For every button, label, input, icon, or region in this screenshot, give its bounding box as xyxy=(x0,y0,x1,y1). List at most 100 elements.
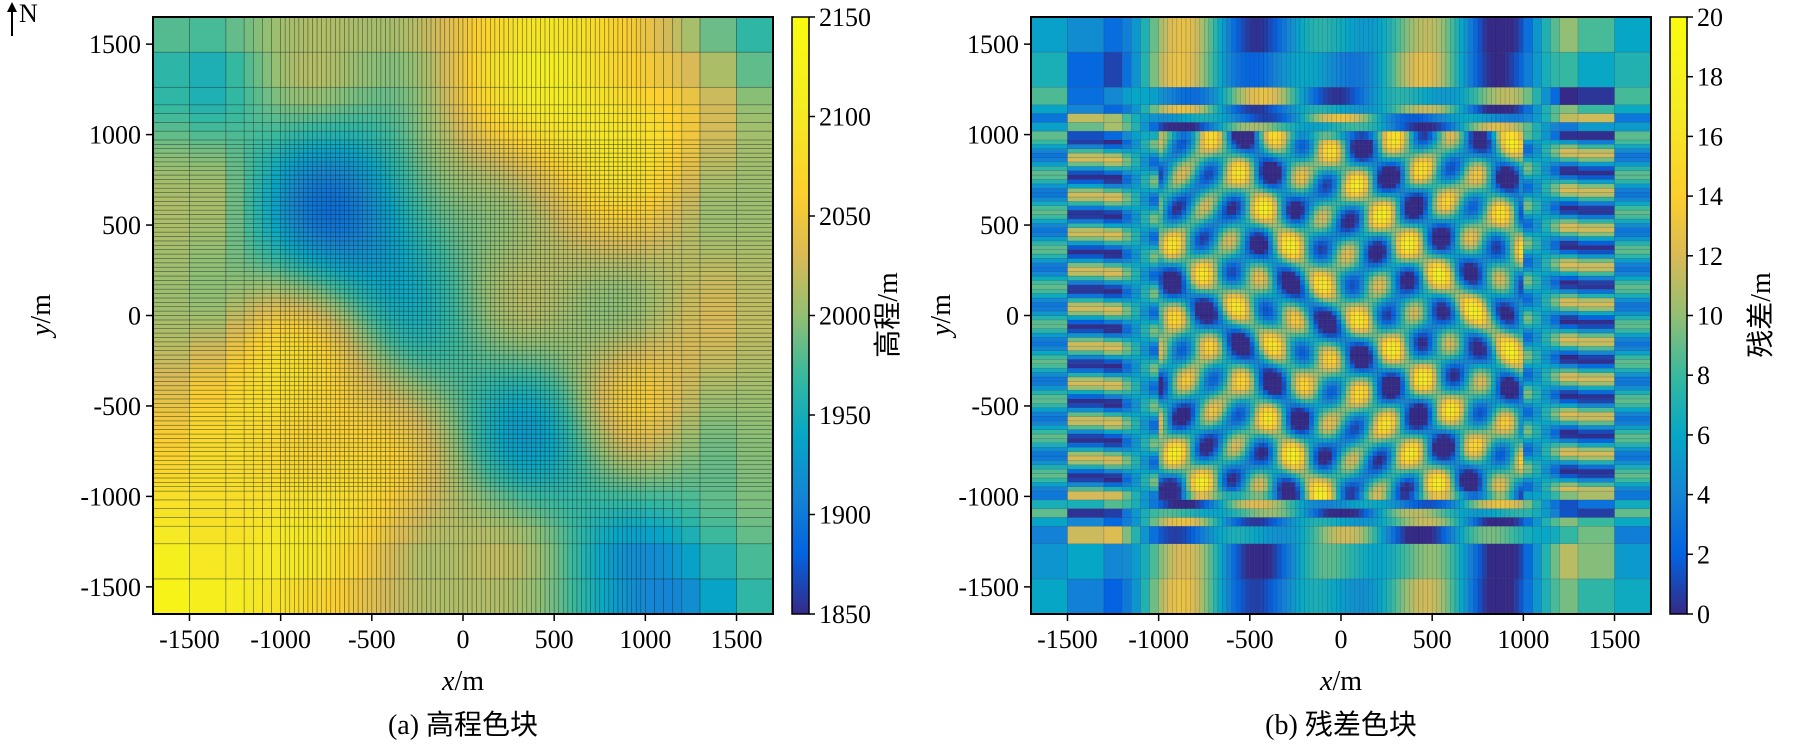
heatmap-cell xyxy=(371,280,377,286)
heatmap-cell xyxy=(280,113,286,123)
heatmap-cell xyxy=(335,460,341,466)
heatmap-cell xyxy=(335,244,341,250)
heatmap-cell xyxy=(298,319,304,325)
heatmap-cell xyxy=(348,152,354,158)
heatmap-cell xyxy=(449,231,455,237)
heatmap-cell xyxy=(321,385,327,391)
heatmap-cell xyxy=(243,438,254,444)
heatmap-cell xyxy=(303,473,309,479)
heatmap-cell xyxy=(325,113,332,123)
heatmap-cell xyxy=(471,297,477,303)
heatmap-cell xyxy=(385,372,391,378)
heatmap-cell xyxy=(371,227,377,233)
heatmap-cell xyxy=(385,367,391,373)
heatmap-cell xyxy=(189,455,227,461)
heatmap-cell xyxy=(303,284,309,290)
heatmap-cell xyxy=(435,288,441,294)
heatmap-cell xyxy=(225,385,245,391)
heatmap-cell xyxy=(298,482,304,487)
heatmap-cell xyxy=(289,165,295,171)
heatmap-cell xyxy=(307,165,313,171)
heatmap-cell xyxy=(312,460,318,466)
heatmap-cell xyxy=(284,319,291,325)
heatmap-cell xyxy=(335,288,341,294)
heatmap-cell xyxy=(294,354,300,360)
heatmap-cell xyxy=(271,86,281,106)
heatmap-cell xyxy=(426,223,432,229)
heatmap-cell xyxy=(389,359,395,365)
heatmap-cell xyxy=(439,402,446,408)
heatmap-cell xyxy=(325,288,332,294)
heatmap-cell xyxy=(225,337,245,343)
heatmap-cell xyxy=(289,253,295,259)
heatmap-cell xyxy=(471,130,477,141)
heatmap-cell xyxy=(366,157,373,163)
heatmap-cell xyxy=(189,174,227,180)
heatmap-cell xyxy=(407,310,414,316)
heatmap-cell xyxy=(407,192,414,198)
heatmap-cell xyxy=(476,293,482,299)
heatmap-cell xyxy=(453,262,459,268)
heatmap-cell xyxy=(467,218,473,224)
heatmap-cell xyxy=(453,402,459,408)
heatmap-cell xyxy=(449,249,455,255)
heatmap-cell xyxy=(426,310,432,316)
heatmap-cell xyxy=(371,157,377,163)
heatmap-cell xyxy=(339,499,345,509)
heatmap-cell xyxy=(335,293,341,299)
heatmap-cell xyxy=(262,416,272,422)
heatmap-cell xyxy=(439,433,446,439)
heatmap-cell xyxy=(403,411,409,417)
heatmap-cell xyxy=(294,227,300,233)
heatmap-cell xyxy=(325,517,332,527)
heatmap-cell xyxy=(380,319,386,325)
heatmap-cell xyxy=(435,161,441,167)
heatmap-cell xyxy=(458,460,464,466)
heatmap-cell xyxy=(330,161,336,167)
heatmap-cell xyxy=(467,363,473,369)
heatmap-cell xyxy=(407,86,414,106)
heatmap-cell xyxy=(225,161,245,167)
heatmap-cell xyxy=(444,376,450,382)
heatmap-cell xyxy=(335,407,341,413)
heatmap-cell xyxy=(294,517,300,527)
heatmap-cell xyxy=(467,165,473,171)
heatmap-cell xyxy=(189,372,227,378)
heatmap-cell xyxy=(362,337,368,343)
heatmap-cell xyxy=(325,152,332,158)
heatmap-cell xyxy=(394,433,400,439)
heatmap-cell xyxy=(417,144,423,149)
heatmap-cell xyxy=(339,420,345,426)
heatmap-cell xyxy=(289,473,295,479)
heatmap-cell xyxy=(449,407,455,413)
heatmap-cell xyxy=(316,328,322,334)
heatmap-cell xyxy=(435,231,441,237)
heatmap-cell xyxy=(490,473,496,479)
heatmap-cell xyxy=(321,271,327,277)
heatmap-cell xyxy=(376,227,382,233)
heatmap-cell xyxy=(412,258,418,264)
heatmap-cell xyxy=(321,376,327,382)
heatmap-cell xyxy=(284,51,291,88)
heatmap-cell xyxy=(407,227,414,233)
heatmap-cell xyxy=(307,341,313,347)
heatmap-cell xyxy=(280,446,286,452)
heatmap-cell xyxy=(458,367,464,373)
heatmap-cell xyxy=(412,139,418,145)
heatmap-cell xyxy=(417,323,423,329)
heatmap-cell xyxy=(353,187,359,193)
heatmap-cell xyxy=(380,144,386,149)
heatmap-cell xyxy=(449,323,455,329)
heatmap-cell xyxy=(271,165,281,171)
heatmap-cell xyxy=(376,179,382,185)
heatmap-cell xyxy=(325,385,332,391)
heatmap-cell xyxy=(280,455,286,461)
heatmap-cell xyxy=(280,350,286,356)
heatmap-cell xyxy=(380,218,386,224)
heatmap-cell xyxy=(225,51,245,88)
heatmap-cell xyxy=(426,86,432,106)
heatmap-cell xyxy=(294,411,300,417)
heatmap-cell xyxy=(435,508,441,518)
heatmap-cell xyxy=(330,525,336,545)
heatmap-cell xyxy=(280,499,286,509)
